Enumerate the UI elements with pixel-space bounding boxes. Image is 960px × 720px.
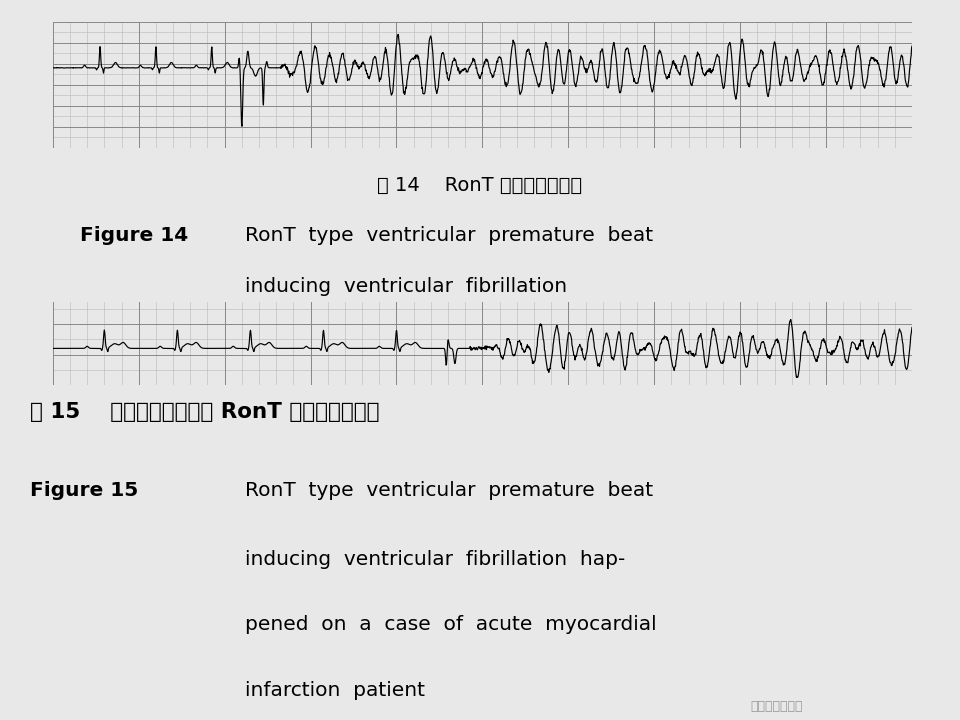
Text: inducing  ventricular  fibrillation: inducing ventricular fibrillation xyxy=(245,277,567,296)
Text: Figure 14: Figure 14 xyxy=(80,226,188,246)
Text: infarction  patient: infarction patient xyxy=(245,680,425,700)
Text: 图 15    急性心肌梗死患者 RonT 型室早诱发室颤: 图 15 急性心肌梗死患者 RonT 型室早诱发室颤 xyxy=(30,402,379,422)
Text: Figure 15: Figure 15 xyxy=(30,481,138,500)
Text: inducing  ventricular  fibrillation  hap-: inducing ventricular fibrillation hap- xyxy=(245,549,625,569)
Text: 图 14    RonT 型室早诱发室颤: 图 14 RonT 型室早诱发室颤 xyxy=(377,176,583,195)
Text: 朱晓晓心电资讯: 朱晓晓心电资讯 xyxy=(750,701,803,714)
Text: RonT  type  ventricular  premature  beat: RonT type ventricular premature beat xyxy=(245,226,653,246)
Text: RonT  type  ventricular  premature  beat: RonT type ventricular premature beat xyxy=(245,481,653,500)
Text: pened  on  a  case  of  acute  myocardial: pened on a case of acute myocardial xyxy=(245,615,657,634)
